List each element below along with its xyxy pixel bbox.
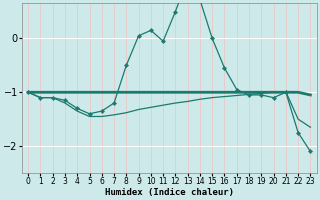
X-axis label: Humidex (Indice chaleur): Humidex (Indice chaleur) [105, 188, 234, 197]
